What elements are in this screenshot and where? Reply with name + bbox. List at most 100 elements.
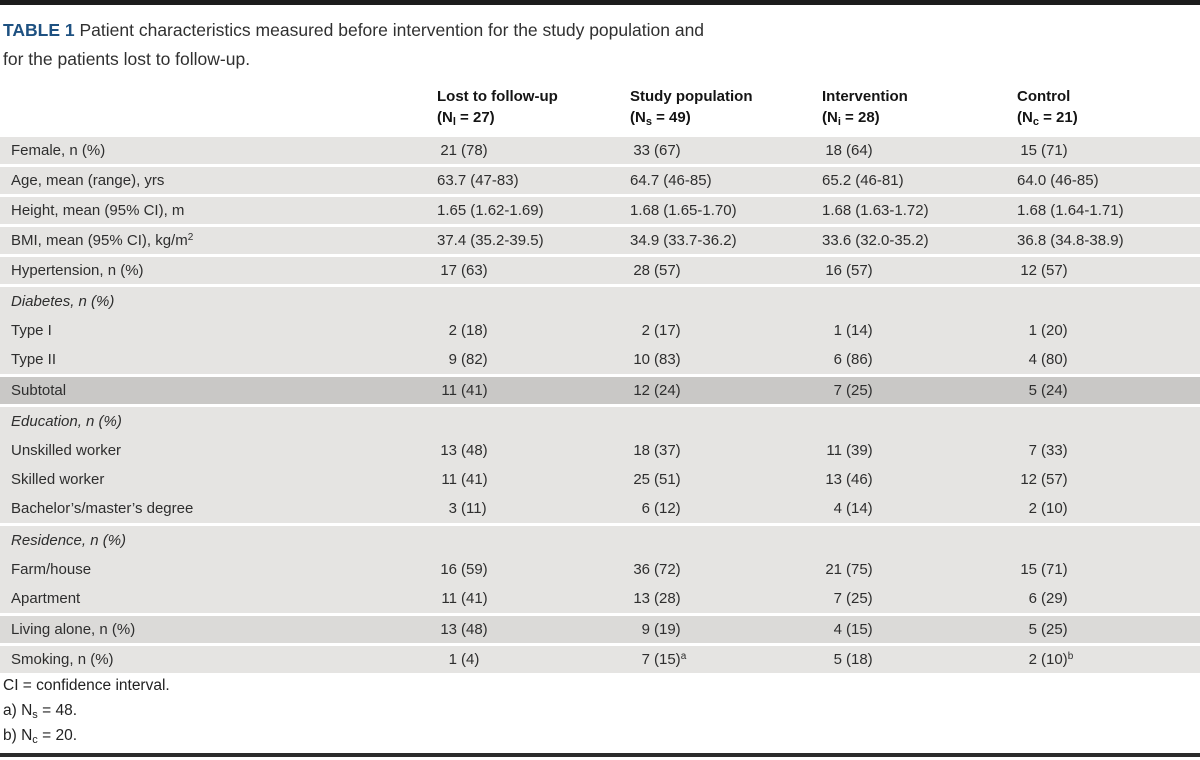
table-band: Subtotal 11 (41) 12 (24) 7 (25) 5 (24) bbox=[0, 377, 1200, 404]
cell-value: 2 (18) bbox=[448, 322, 488, 339]
cell-value: 1 (4) bbox=[448, 651, 480, 668]
cell-value: 7 (33) bbox=[1028, 442, 1068, 459]
cell-value: 2 (17) bbox=[641, 322, 681, 339]
cell-value bbox=[437, 407, 630, 436]
cell-value bbox=[822, 526, 1017, 555]
cell-value: 13 (46) bbox=[825, 471, 873, 488]
cell-value: 5 (24) bbox=[1028, 382, 1068, 399]
row-label: Age, mean (range), yrs bbox=[11, 172, 165, 189]
table-band: BMI, mean (95% CI), kg/m2 37.4 (35.2-39.5)… bbox=[0, 227, 1200, 254]
cell-value: 12 (57) bbox=[1020, 262, 1068, 279]
table-row: Apartment 11 (41) 13 (28) 7 (25) 6 (29) bbox=[0, 584, 1200, 613]
table-footnotes: CI = confidence interval. a) Ns = 48. b)… bbox=[3, 673, 170, 748]
cell-value: 34.9 (33.7-36.2) bbox=[630, 232, 737, 249]
cell-value: 18 (37) bbox=[633, 442, 681, 459]
cell-value: 4 (80) bbox=[1028, 351, 1068, 368]
table-row: Farm/house 16 (59) 36 (72) 21 (75) 15 (71) bbox=[0, 555, 1200, 584]
cell-value: 15 (71) bbox=[1020, 561, 1068, 578]
cell-value: 1.68 (1.65-1.70) bbox=[630, 202, 737, 219]
row-label: Bachelor’s/master’s degree bbox=[11, 500, 194, 517]
table-band: Smoking, n (%) 1 (4) 7 (15)a 5 (18) 2 (10)b bbox=[0, 646, 1200, 673]
cell-value: 64.0 (46-85) bbox=[1017, 172, 1099, 189]
cell-value: 13 (28) bbox=[633, 590, 681, 607]
row-label: Education, n (%) bbox=[11, 413, 122, 430]
row-label: Skilled worker bbox=[11, 471, 105, 488]
table-row: Type I 2 (18) 2 (17) 1 (14) 1 (20) bbox=[0, 316, 1200, 345]
cell-value: 6 (86) bbox=[833, 351, 873, 368]
cell-value: 9 (82) bbox=[448, 351, 488, 368]
row-label: Height, mean (95% CI), m bbox=[11, 202, 185, 219]
footnote-b: b) Nc = 20. bbox=[3, 727, 78, 746]
table-row: Smoking, n (%) 1 (4) 7 (15)a 5 (18) 2 (10)b bbox=[0, 646, 1200, 673]
cell-value bbox=[630, 287, 822, 316]
footnote-ci: CI = confidence interval. bbox=[3, 677, 170, 694]
cell-value: 13 (48) bbox=[440, 621, 488, 638]
table-row: Age, mean (range), yrs 63.7 (47-83) 64.7 (46… bbox=[0, 167, 1200, 194]
cell-value: 11 (41) bbox=[441, 382, 488, 399]
table-number-label: TABLE 1 bbox=[3, 20, 75, 40]
row-label: Apartment bbox=[11, 590, 81, 607]
cell-value: 28 (57) bbox=[633, 262, 681, 279]
cell-value bbox=[1017, 526, 1200, 555]
row-label: Unskilled worker bbox=[11, 442, 122, 459]
cell-value: 6 (12) bbox=[641, 500, 681, 517]
cell-value: 5 (18) bbox=[833, 651, 873, 668]
table-row: Education, n (%) bbox=[0, 407, 1200, 436]
cell-value: 17 (63) bbox=[440, 262, 488, 279]
row-label: Hypertension, n (%) bbox=[11, 262, 144, 279]
table-band: Residence, n (%) Farm/house 16 (59) 36 (72) 21… bbox=[0, 526, 1200, 613]
table-band: Hypertension, n (%) 17 (63) 28 (57) 16 (57) 12(… bbox=[0, 257, 1200, 284]
table-row: Type II 9 (82) 10 (83) 6 (86) 4 (80) bbox=[0, 345, 1200, 374]
top-rule bbox=[0, 0, 1200, 5]
table-row: Skilled worker 11 (41) 25 (51) 13 (46) 12 (57) bbox=[0, 465, 1200, 494]
cell-value: 12 (57) bbox=[1020, 471, 1068, 488]
cell-value: 2 (10)b bbox=[1028, 651, 1074, 668]
cell-value bbox=[1017, 407, 1200, 436]
table-row: Subtotal 11 (41) 12 (24) 7 (25) 5 (24) bbox=[0, 377, 1200, 404]
table-band: Female, n (%) 21 (78) 33 (67) 18 (64) 15 (71) bbox=[0, 137, 1200, 164]
table-title-line1: TABLE 1 Patient characteristics measured… bbox=[3, 16, 903, 45]
table-band: Education, n (%) Unskilled worker 13 (48) 18… bbox=[0, 407, 1200, 523]
row-label: Smoking, n (%) bbox=[11, 651, 114, 668]
table-band: Living alone, n (%) 13 (48) 9 (19) 4 (15) 5 (25) bbox=[0, 616, 1200, 643]
cell-value: 15 (71) bbox=[1020, 142, 1068, 159]
cell-value: 16 (59) bbox=[440, 561, 488, 578]
cell-value bbox=[1017, 287, 1200, 316]
table-title: TABLE 1 Patient characteristics measured… bbox=[3, 16, 903, 74]
cell-value: 1.68 (1.63-1.72) bbox=[822, 202, 929, 219]
table-row: BMI, mean (95% CI), kg/m2 37.4 (35.2-39.5)… bbox=[0, 227, 1200, 254]
cell-value: 4 (14) bbox=[833, 500, 873, 517]
cell-value: 6 (29) bbox=[1028, 590, 1068, 607]
table-row: Diabetes, n (%) bbox=[0, 287, 1200, 316]
table-row: Unskilled worker 13 (48) 18 (37) 11 (39) 7 (33) bbox=[0, 436, 1200, 465]
cell-value: 7 (15)a bbox=[641, 651, 687, 668]
cell-value: 36.8 (34.8-38.9) bbox=[1017, 232, 1124, 249]
header-cell-intervention: Intervention (Ni = 28) bbox=[822, 88, 908, 128]
table-title-line2: for the patients lost to follow-up. bbox=[3, 49, 251, 69]
header-cell-control: Control (Nc = 21) bbox=[1017, 88, 1078, 128]
cell-value bbox=[437, 526, 630, 555]
table-title-text: Patient characteristics measured before … bbox=[79, 20, 705, 40]
cell-value: 37.4 (35.2-39.5) bbox=[437, 232, 544, 249]
table-header-row: Lost to follow-up (Nl = 27) Study popula… bbox=[0, 86, 1200, 128]
cell-value: 1.68 (1.64-1.71) bbox=[1017, 202, 1124, 219]
header-cell-lost-to-follow-up: Lost to follow-up (Nl = 27) bbox=[437, 88, 558, 128]
table-band: Diabetes, n (%) Type I 2 (18) 2 (17) 1 (14) 1 (20… bbox=[0, 287, 1200, 374]
table-row: Bachelor’s/master’s degree 3 (11) 6 (12) 4 (14… bbox=[0, 494, 1200, 523]
cell-value: 16 (57) bbox=[825, 262, 873, 279]
row-label: Female, n (%) bbox=[11, 142, 106, 159]
cell-value bbox=[822, 407, 1017, 436]
cell-value: 1.65 (1.62-1.69) bbox=[437, 202, 544, 219]
bottom-rule bbox=[0, 753, 1200, 757]
cell-value: 33.6 (32.0-35.2) bbox=[822, 232, 929, 249]
table-row: Living alone, n (%) 13 (48) 9 (19) 4 (15) 5 (25) bbox=[0, 616, 1200, 643]
cell-value: 25 (51) bbox=[633, 471, 681, 488]
cell-value: 1 (20) bbox=[1028, 322, 1068, 339]
cell-value: 64.7 (46-85) bbox=[630, 172, 712, 189]
row-label: Residence, n (%) bbox=[11, 532, 127, 549]
row-label: Type II bbox=[11, 351, 57, 368]
cell-value: 36 (72) bbox=[633, 561, 681, 578]
table-body: Female, n (%) 21 (78) 33 (67) 18 (64) 15 (71) Age… bbox=[0, 137, 1200, 673]
cell-value: 13 (48) bbox=[440, 442, 488, 459]
